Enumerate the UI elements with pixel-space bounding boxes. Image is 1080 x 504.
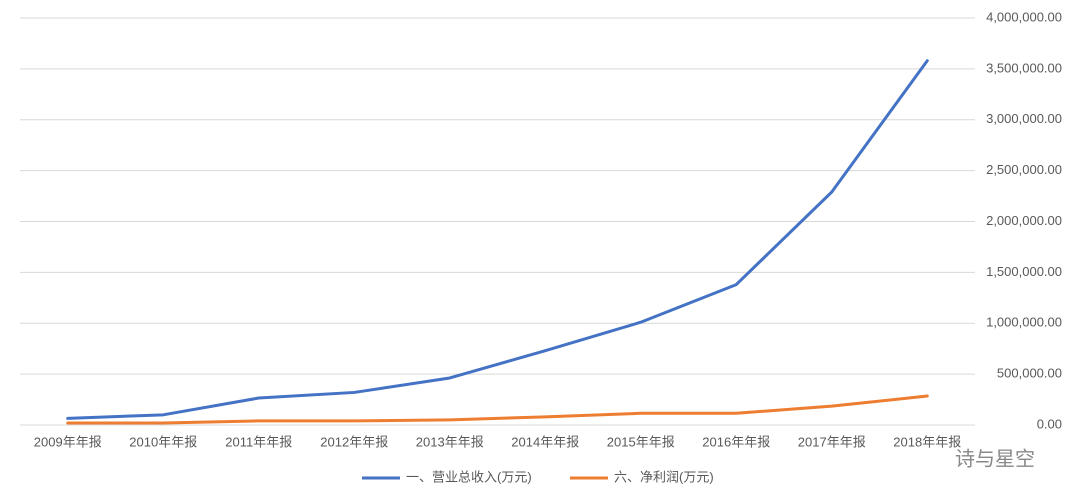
line-series [66, 59, 929, 420]
y-tick-label: 2,000,000.00 [986, 213, 1062, 228]
y-tick-label: 3,000,000.00 [986, 111, 1062, 126]
y-tick-label: 500,000.00 [997, 366, 1062, 381]
x-tick-label: 2013年年报 [416, 434, 484, 449]
x-tick-label: 2017年年报 [798, 434, 866, 449]
x-tick-label: 2010年年报 [129, 434, 197, 449]
y-tick-label: 2,500,000.00 [986, 162, 1062, 177]
x-tick-label: 2009年年报 [34, 434, 102, 449]
x-tick-label: 2016年年报 [702, 434, 770, 449]
x-tick-label: 2014年年报 [511, 434, 579, 449]
line-series [66, 394, 929, 425]
legend-label: 六、净利润(万元) [614, 469, 714, 484]
y-tick-label: 3,500,000.00 [986, 60, 1062, 75]
x-tick-label: 2011年年报 [225, 434, 292, 449]
x-tick-label: 2012年年报 [320, 434, 388, 449]
y-tick-label: 1,000,000.00 [986, 315, 1062, 330]
y-tick-label: 4,000,000.00 [986, 9, 1062, 24]
y-tick-label: 0.00 [1037, 416, 1062, 431]
legend-label: 一、营业总收入(万元) [406, 469, 532, 484]
watermark: 诗与星空 [955, 447, 1035, 470]
x-tick-label: 2018年年报 [893, 434, 961, 449]
x-tick-label: 2015年年报 [607, 434, 675, 449]
y-tick-label: 1,500,000.00 [986, 264, 1062, 279]
